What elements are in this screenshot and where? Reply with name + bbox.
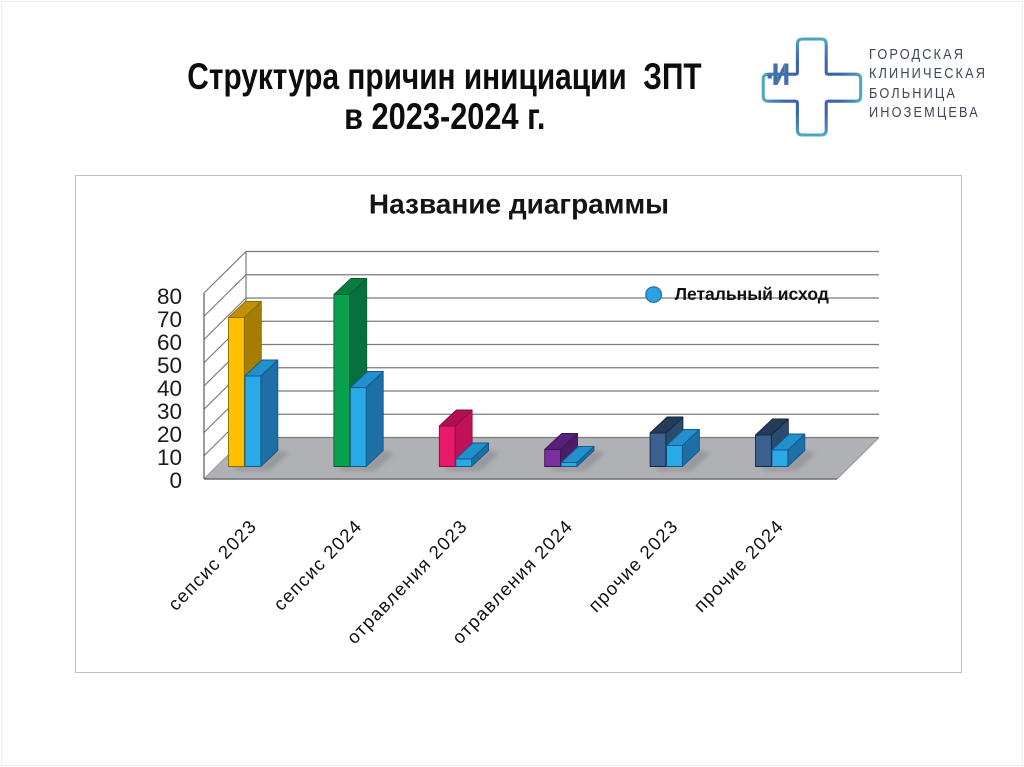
svg-text:отравления 2024: отравления 2024 [448,515,577,648]
svg-text:20: 20 [157,422,182,447]
svg-text:50: 50 [157,353,182,378]
svg-text:40: 40 [157,376,182,401]
svg-text:10: 10 [157,445,182,470]
svg-text:прочие 2024: прочие 2024 [689,515,787,616]
svg-text:прочие 2023: прочие 2023 [584,515,682,616]
svg-text:сепсис 2024: сепсис 2024 [269,515,366,614]
svg-text:70: 70 [157,307,182,332]
svg-text:80: 80 [157,284,182,309]
svg-text:0: 0 [169,468,182,493]
svg-text:Летальный исход: Летальный исход [675,284,829,304]
svg-text:60: 60 [157,330,182,355]
svg-text:Название диаграммы: Название диаграммы [369,189,669,220]
svg-text:30: 30 [157,399,182,424]
svg-text:сепсис 2023: сепсис 2023 [164,515,261,614]
